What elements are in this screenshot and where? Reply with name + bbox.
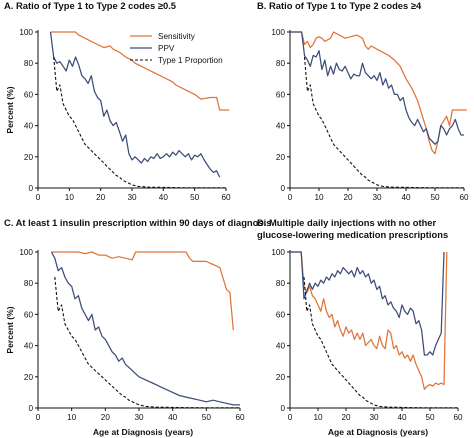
y-axis-label: Percent (%) bbox=[5, 306, 15, 353]
x-tick-label: 50 bbox=[425, 413, 435, 422]
y-tick-label: 60 bbox=[276, 310, 286, 319]
x-tick-label: 0 bbox=[288, 193, 293, 202]
y-tick-label: 80 bbox=[24, 59, 34, 68]
panel-title: C. At least 1 insulin prescription withi… bbox=[4, 217, 271, 228]
x-tick-label: 50 bbox=[430, 193, 440, 202]
x-tick-label: 40 bbox=[397, 413, 407, 422]
x-tick-label: 60 bbox=[221, 193, 231, 202]
panel-title: B. Ratio of Type 1 to Type 2 codes ≥4 bbox=[257, 0, 422, 11]
y-tick-label: 100 bbox=[19, 248, 33, 257]
y-tick-label: 100 bbox=[271, 28, 285, 37]
y-tick-label: 100 bbox=[271, 248, 285, 257]
legend-label: Sensitivity bbox=[158, 32, 196, 41]
legend-label: PPV bbox=[158, 44, 175, 53]
y-tick-label: 0 bbox=[280, 184, 285, 193]
y-tick-label: 20 bbox=[276, 373, 286, 382]
x-tick-label: 10 bbox=[67, 413, 77, 422]
x-tick-label: 0 bbox=[36, 193, 41, 202]
x-tick-label: 30 bbox=[134, 413, 144, 422]
y-axis-label: Percent (%) bbox=[5, 86, 15, 133]
y-tick-label: 40 bbox=[24, 342, 34, 351]
y-tick-label: 40 bbox=[276, 122, 286, 131]
x-tick-label: 20 bbox=[96, 193, 106, 202]
x-tick-label: 30 bbox=[369, 413, 379, 422]
y-tick-label: 40 bbox=[276, 342, 286, 351]
y-tick-label: 100 bbox=[19, 28, 33, 37]
series-line-sensitivity bbox=[51, 251, 234, 331]
y-tick-label: 20 bbox=[24, 153, 34, 162]
chart-panel-b: B. Ratio of Type 1 to Type 2 codes ≥4 0 20… bbox=[257, 0, 469, 202]
x-tick-label: 60 bbox=[453, 413, 463, 422]
y-tick-label: 20 bbox=[276, 153, 286, 162]
series-line-sensitivity bbox=[50, 31, 230, 111]
chart-panel-d: D. Multiple daily injections with no oth… bbox=[257, 217, 463, 437]
legend: Sensitivity PPV Type 1 Proportion bbox=[130, 32, 223, 65]
y-tick-label: 0 bbox=[28, 404, 33, 413]
y-tick-label: 0 bbox=[28, 184, 33, 193]
x-tick-label: 30 bbox=[127, 193, 137, 202]
series-line-sensitivity bbox=[290, 31, 467, 155]
series-line-type1-proportion bbox=[303, 56, 464, 188]
x-axis-label: Age at Diagnosis (years) bbox=[93, 427, 193, 437]
series-line-type1-proportion bbox=[53, 56, 226, 188]
x-tick-label: 10 bbox=[313, 413, 323, 422]
series-line-ppv bbox=[290, 31, 464, 145]
x-tick-label: 40 bbox=[401, 193, 411, 202]
y-tick-label: 60 bbox=[24, 90, 34, 99]
x-tick-label: 50 bbox=[202, 413, 212, 422]
x-tick-label: 40 bbox=[168, 413, 178, 422]
x-axis-label: Age at Diagnosis (years) bbox=[328, 427, 428, 437]
y-tick-label: 80 bbox=[276, 59, 286, 68]
chart-panel-a: A. Ratio of Type 1 to Type 2 codes ≥0.5 0… bbox=[4, 0, 231, 202]
series-line-ppv bbox=[50, 251, 240, 406]
x-tick-label: 20 bbox=[101, 413, 111, 422]
series-line-type1-proportion bbox=[54, 276, 240, 408]
y-tick-label: 80 bbox=[24, 279, 34, 288]
legend-label: Type 1 Proportion bbox=[158, 56, 223, 65]
y-tick-label: 40 bbox=[24, 122, 34, 131]
x-tick-label: 10 bbox=[65, 193, 75, 202]
panel-title: A. Ratio of Type 1 to Type 2 codes ≥0.5 bbox=[4, 0, 176, 11]
x-tick-label: 10 bbox=[314, 193, 324, 202]
series-line-sensitivity bbox=[290, 251, 448, 390]
x-tick-label: 0 bbox=[36, 413, 41, 422]
series-line-ppv bbox=[290, 251, 445, 356]
x-tick-label: 60 bbox=[459, 193, 469, 202]
series-line-ppv bbox=[49, 31, 221, 178]
y-tick-label: 60 bbox=[24, 310, 34, 319]
x-tick-label: 30 bbox=[372, 193, 382, 202]
x-tick-label: 0 bbox=[288, 413, 293, 422]
x-tick-label: 60 bbox=[235, 413, 245, 422]
panel-title-line: D. Multiple daily injections with no oth… bbox=[257, 217, 437, 228]
x-tick-label: 20 bbox=[341, 413, 351, 422]
y-tick-label: 60 bbox=[276, 90, 286, 99]
y-tick-label: 20 bbox=[24, 373, 34, 382]
x-tick-label: 50 bbox=[190, 193, 200, 202]
x-tick-label: 40 bbox=[159, 193, 169, 202]
x-tick-label: 20 bbox=[343, 193, 353, 202]
panel-title-line: glucose-lowering medication prescription… bbox=[257, 229, 448, 240]
y-tick-label: 0 bbox=[280, 404, 285, 413]
chart-panel-c: C. At least 1 insulin prescription withi… bbox=[4, 217, 271, 437]
y-tick-label: 80 bbox=[276, 279, 286, 288]
